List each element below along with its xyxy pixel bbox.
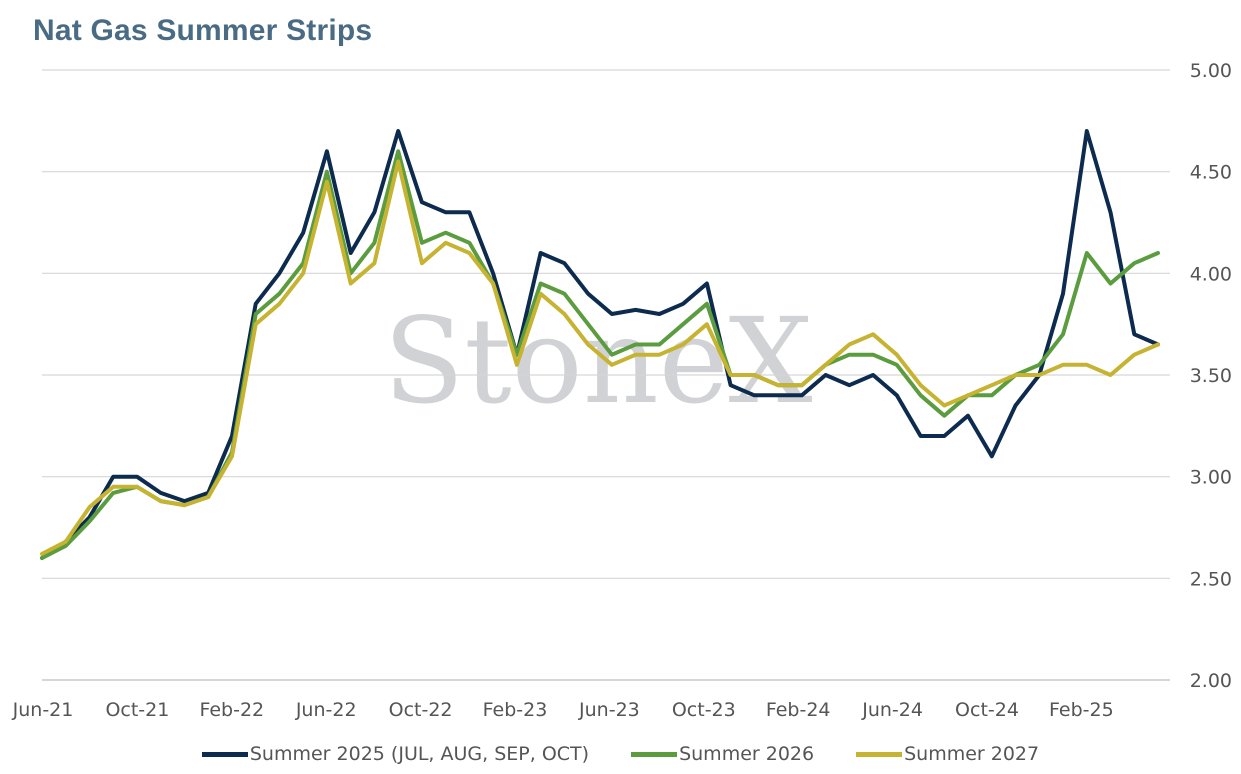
legend-swatch — [631, 751, 678, 757]
y-tick-label: 3.50 — [1190, 365, 1232, 387]
watermark: StoneX — [383, 292, 812, 430]
y-tick-label: 4.00 — [1190, 263, 1232, 285]
legend-label: Summer 2026 — [679, 743, 815, 765]
legend-item-2: Summer 2026 — [631, 740, 814, 768]
x-tick-label: Oct-21 — [105, 699, 169, 721]
series-line-1 — [40, 129, 1160, 560]
chart-title: Nat Gas Summer Strips — [33, 14, 373, 47]
x-tick-label: Jun-23 — [578, 699, 640, 721]
x-tick-label: Feb-24 — [766, 699, 831, 721]
legend: Summer 2025 (JUL, AUG, SEP, OCT) Summer 2… — [0, 740, 1241, 768]
x-tick-label: Oct-22 — [389, 699, 453, 721]
gridlines — [42, 69, 1170, 681]
legend-label: Summer 2027 — [904, 743, 1040, 765]
x-tick-label: Feb-25 — [1049, 699, 1114, 721]
x-tick-label: Feb-23 — [483, 699, 548, 721]
legend-swatch — [856, 751, 903, 757]
legend-swatch — [201, 751, 248, 757]
y-tick-label: 4.50 — [1190, 162, 1232, 184]
series-lines — [40, 129, 1160, 560]
y-tick-label: 2.00 — [1190, 670, 1232, 692]
x-tick-label: Jun-21 — [12, 699, 74, 721]
y-axis-ticks: 5.00 4.50 4.00 3.50 3.00 2.50 2.00 — [1190, 60, 1232, 692]
y-tick-label: 3.00 — [1190, 467, 1232, 489]
legend-item-3: Summer 2027 — [856, 740, 1039, 768]
x-tick-label: Oct-24 — [955, 699, 1019, 721]
x-tick-label: Feb-22 — [199, 699, 264, 721]
x-tick-label: Jun-22 — [295, 699, 357, 721]
x-tick-label: Oct-23 — [672, 699, 736, 721]
legend-item-1: Summer 2025 (JUL, AUG, SEP, OCT) — [201, 740, 590, 768]
x-tick-label: Jun-24 — [861, 699, 923, 721]
y-tick-label: 2.50 — [1190, 568, 1232, 590]
legend-label: Summer 2025 (JUL, AUG, SEP, OCT) — [249, 743, 590, 765]
y-tick-label: 5.00 — [1190, 60, 1232, 82]
series-line-3 — [40, 159, 1160, 556]
x-axis-ticks: Jun-21 Oct-21 Feb-22 Jun-22 Oct-22 Feb-23 Jun-… — [12, 699, 1114, 721]
